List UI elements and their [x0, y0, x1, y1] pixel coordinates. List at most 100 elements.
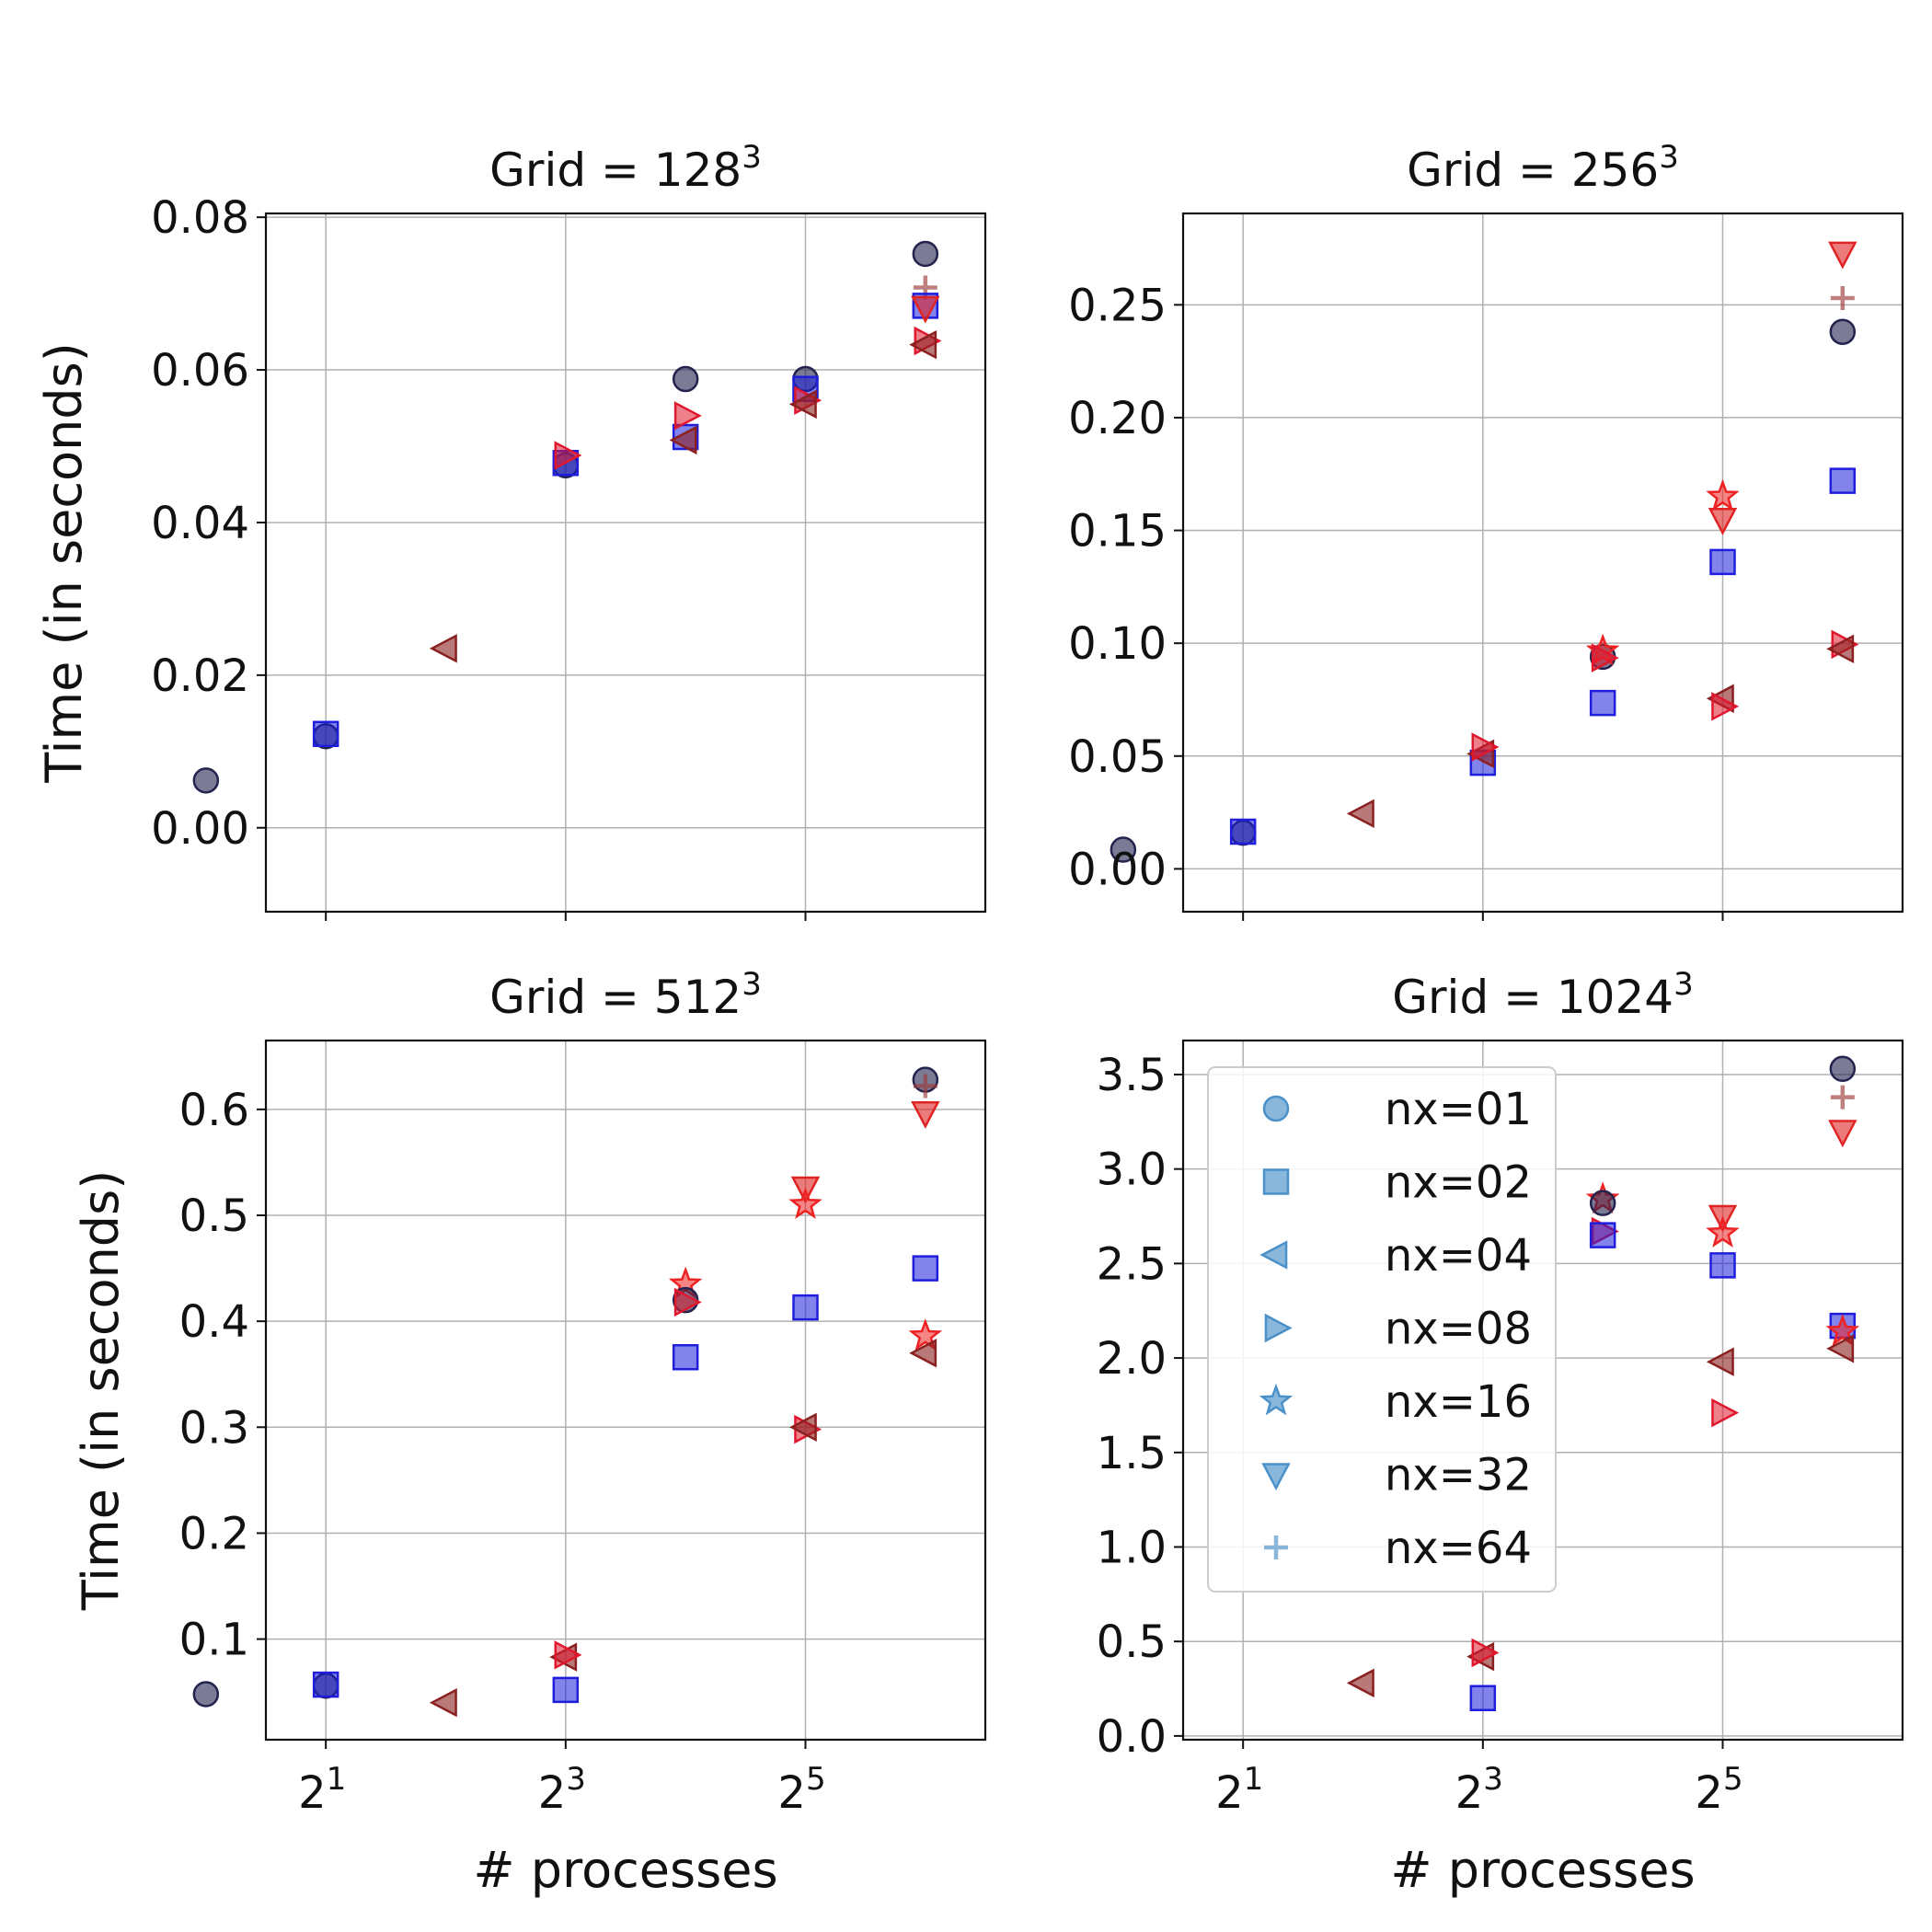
data-point-nx-02 — [1709, 1252, 1736, 1279]
panel-title: Grid = 1283 — [489, 139, 762, 197]
legend-box — [1207, 1066, 1557, 1593]
data-point-nx-02 — [552, 1676, 580, 1704]
data-point-nx-04 — [1346, 799, 1374, 829]
plot-frame — [264, 1039, 987, 1742]
y-tick-label: 0.25 — [1068, 280, 1167, 331]
data-point-nx-64 — [1830, 285, 1855, 310]
y-axis-label: Time (in seconds) — [72, 1170, 130, 1612]
y-tick-label: 2.5 — [1097, 1238, 1167, 1290]
data-point-nx-16 — [1706, 1215, 1740, 1248]
legend-item-nx-32: nx=32 — [1261, 1450, 1532, 1501]
x-axis-label: # processes — [473, 1841, 777, 1899]
legend-item-nx-16: nx=16 — [1259, 1376, 1532, 1428]
y-tick-label: 0.10 — [1068, 618, 1167, 670]
data-point-nx-02 — [312, 720, 339, 747]
data-point-nx-08 — [1711, 692, 1740, 721]
legend: nx=01 nx=02 nx=04 nx=08 nx=16 nx=32 nx=64 — [1207, 1066, 1557, 1593]
data-point-nx-32 — [1708, 507, 1738, 535]
y-tick-label: 0.06 — [151, 345, 249, 397]
data-point-nx-02 — [1589, 1222, 1616, 1248]
data-point-nx-32 — [1828, 1120, 1857, 1148]
panel-grid-512: 0.1 0.2 0.3 0.4 0.5 0.6 21 23 25 Grid = 5123 # pro… — [72, 966, 987, 1899]
data-point-nx-02 — [1589, 689, 1616, 717]
data-point-nx-64 — [913, 1074, 937, 1098]
legend-label: nx=64 — [1385, 1523, 1532, 1574]
data-point-nx-02 — [792, 1294, 819, 1321]
data-point-nx-01 — [192, 767, 220, 794]
y-tick-label: 0.2 — [179, 1508, 249, 1559]
panel-title: Grid = 5123 — [489, 966, 762, 1024]
data-point-nx-04 — [788, 1412, 817, 1443]
x-tick-label: 21 — [1215, 1761, 1263, 1819]
data-point-nx-08 — [554, 441, 582, 470]
panel-title: Grid = 2563 — [1407, 139, 1679, 197]
data-point-nx-01 — [1110, 836, 1137, 863]
y-tick-label: 0.00 — [1068, 844, 1167, 895]
data-point-nx-32 — [911, 1101, 940, 1129]
legend-item-nx-64: nx=64 — [1264, 1523, 1532, 1574]
data-point-nx-02 — [1829, 467, 1857, 494]
y-tick-label: 3.0 — [1097, 1144, 1167, 1196]
data-point-nx-01 — [1829, 1055, 1857, 1083]
data-point-nx-16 — [1825, 1314, 1860, 1346]
y-tick-label: 1.0 — [1097, 1522, 1167, 1573]
y-axis-label: Time (in seconds) — [35, 342, 93, 784]
panel-grid-1024: 0.0 0.5 1.0 1.5 2.0 2.5 3.0 3.5 21 23 25 Grid = 102… — [1097, 966, 1904, 1899]
panel-grid-256: 0.00 0.05 0.10 0.15 0.20 0.25 Grid = 2563 — [1068, 139, 1904, 921]
legend-marker-plus — [1264, 1535, 1288, 1559]
y-tick-label: 0.3 — [179, 1402, 249, 1454]
data-point-nx-16 — [1706, 478, 1740, 512]
data-point-nx-08 — [1471, 732, 1500, 762]
legend-marker-triangle-left — [1259, 1240, 1288, 1270]
legend-item-nx-08: nx=08 — [1264, 1304, 1532, 1355]
y-tick-label: 0.20 — [1068, 393, 1167, 444]
data-point-nx-04 — [1826, 1334, 1855, 1363]
panel-title: Grid = 10243 — [1392, 966, 1694, 1024]
data-point-nx-04 — [1826, 634, 1855, 664]
data-point-nx-64 — [1830, 1085, 1855, 1110]
data-point-nx-04 — [788, 389, 817, 420]
data-point-nx-04 — [909, 329, 937, 360]
data-point-nx-04 — [909, 1338, 937, 1368]
data-point-nx-02 — [1709, 548, 1736, 576]
data-point-nx-32 — [911, 295, 940, 324]
x-tick-label: 21 — [298, 1761, 346, 1819]
legend-label: nx=32 — [1385, 1450, 1532, 1501]
legend-label: nx=02 — [1385, 1157, 1532, 1209]
data-point-nx-04 — [669, 425, 697, 455]
plot-frame — [264, 212, 987, 914]
data-point-nx-01 — [1829, 318, 1857, 345]
legend-item-nx-01: nx=01 — [1262, 1084, 1532, 1135]
data-point-nx-02 — [672, 1344, 699, 1371]
legend-label: nx=04 — [1385, 1230, 1532, 1282]
x-tick-label: 23 — [538, 1761, 586, 1819]
legend-label: nx=01 — [1385, 1084, 1532, 1135]
plot-frame — [1181, 212, 1904, 914]
legend-marker-square — [1262, 1168, 1290, 1195]
x-tick-label: 25 — [1695, 1761, 1742, 1819]
legend-marker-triangle-down — [1261, 1463, 1291, 1491]
data-point-nx-32 — [1828, 241, 1857, 270]
data-point-nx-01 — [1589, 1190, 1616, 1216]
data-point-nx-02 — [1469, 1685, 1497, 1712]
y-tick-label: 0.4 — [179, 1296, 249, 1348]
x-tick-label: 23 — [1455, 1761, 1503, 1819]
data-point-nx-08 — [673, 401, 702, 431]
y-tick-label: 1.5 — [1097, 1428, 1167, 1479]
legend-item-nx-02: nx=02 — [1262, 1157, 1532, 1209]
y-tick-label: 0.15 — [1068, 506, 1167, 558]
legend-marker-star — [1259, 1383, 1294, 1416]
y-tick-label: 0.6 — [179, 1085, 249, 1136]
legend-marker-triangle-right — [1264, 1313, 1293, 1343]
data-point-nx-04 — [429, 1687, 457, 1718]
data-point-nx-01 — [672, 365, 699, 393]
y-tick-label: 2.0 — [1097, 1333, 1167, 1385]
data-point-nx-08 — [1711, 1397, 1740, 1428]
y-tick-label: 0.02 — [151, 650, 249, 702]
data-point-nx-01 — [912, 240, 939, 268]
y-tick-label: 0.00 — [151, 803, 249, 855]
data-point-nx-02 — [912, 1255, 939, 1282]
data-point-nx-08 — [1591, 643, 1619, 673]
legend-label: nx=08 — [1385, 1304, 1532, 1355]
